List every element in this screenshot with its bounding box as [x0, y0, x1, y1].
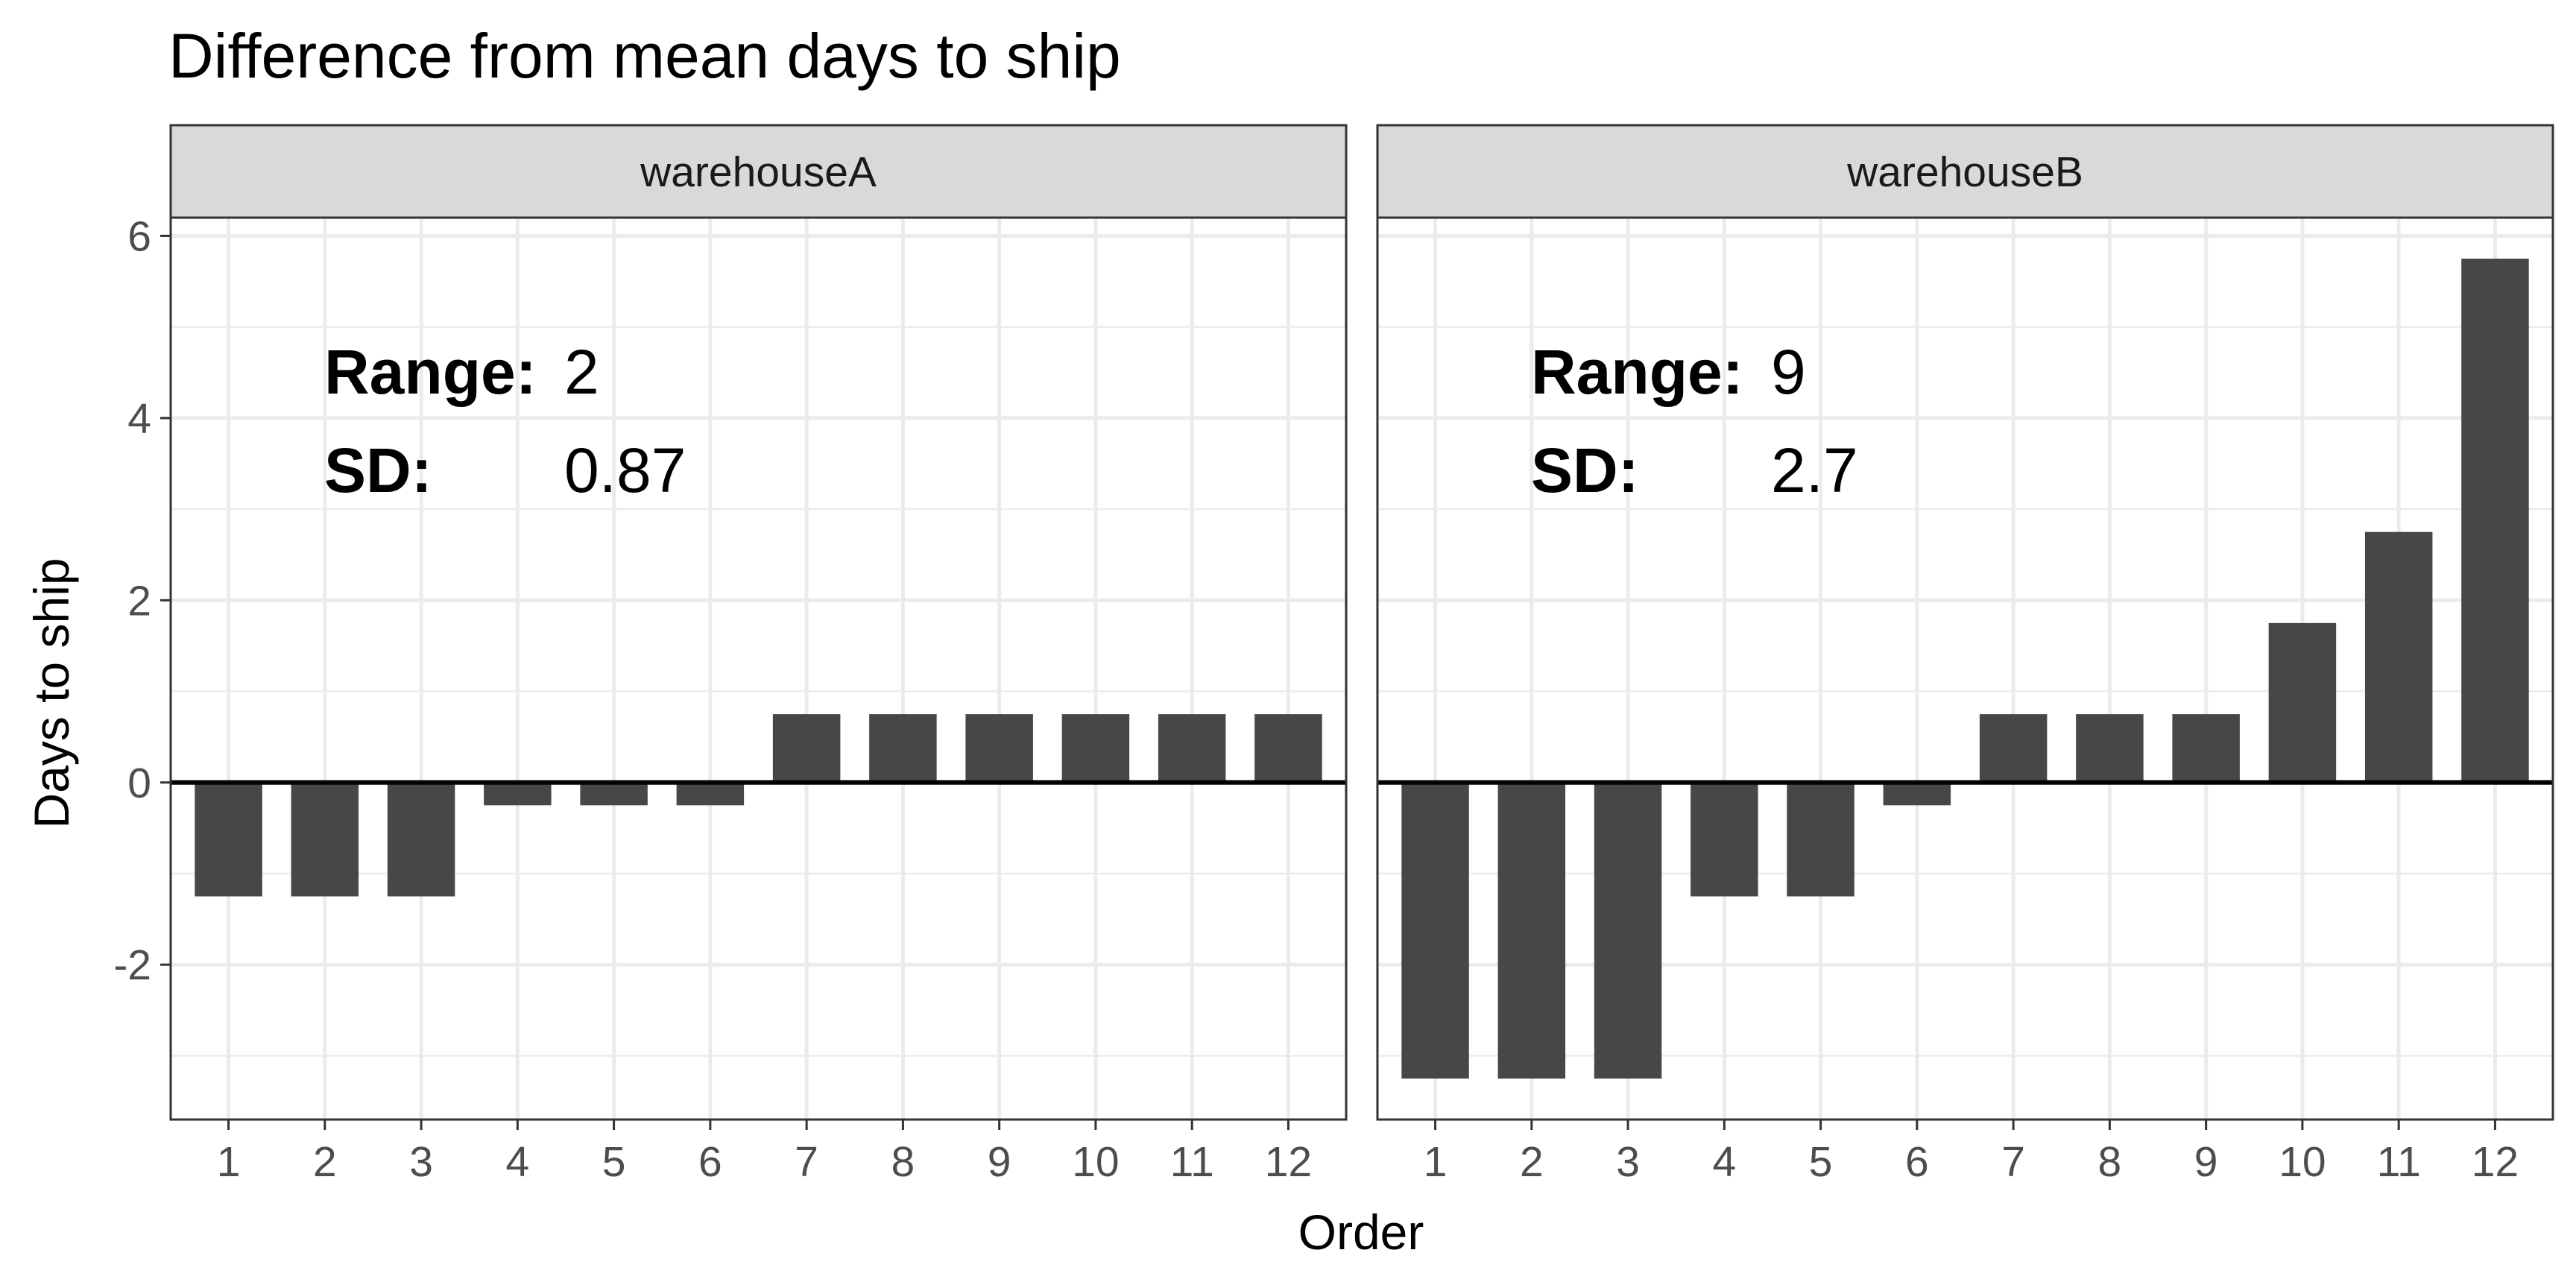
sd-value: 2.7: [1771, 435, 1858, 505]
sd-label: SD:: [1531, 435, 1639, 505]
x-tick-label: 10: [2279, 1138, 2326, 1186]
bar: [1401, 782, 1469, 1079]
strip-label: warehouseA: [640, 148, 877, 196]
bar: [1254, 714, 1322, 783]
bar: [772, 714, 841, 783]
y-axis: -2 0 2 4 6: [113, 212, 171, 989]
bar: [1594, 782, 1662, 1079]
x-tick-label: 12: [1265, 1138, 1312, 1186]
range-value: 2: [564, 337, 599, 407]
bar: [1787, 782, 1854, 897]
bar: [1690, 782, 1758, 897]
x-tick-label: 12: [2472, 1138, 2519, 1186]
y-tick-label: -2: [113, 941, 151, 989]
x-tick-label: 9: [988, 1138, 1011, 1186]
x-tick-label: 11: [2377, 1138, 2421, 1186]
bar: [484, 782, 552, 806]
y-tick-label: 0: [127, 760, 151, 807]
y-tick-label: 4: [127, 395, 151, 443]
bar: [1883, 782, 1951, 806]
strip-label: warehouseB: [1846, 148, 2083, 196]
x-tick-label: 9: [2194, 1138, 2218, 1186]
x-tick-label: 8: [891, 1138, 915, 1186]
x-tick-label: 1: [1424, 1138, 1448, 1186]
y-tick-label: 2: [127, 577, 151, 625]
bar: [291, 782, 359, 897]
x-tick-label: 6: [698, 1138, 722, 1186]
range-label: Range:: [1531, 337, 1743, 407]
x-tick-label: 5: [602, 1138, 626, 1186]
x-tick-label: 7: [795, 1138, 818, 1186]
bar: [2268, 622, 2337, 783]
bar: [676, 782, 745, 806]
bar: [2172, 714, 2240, 783]
bar: [580, 782, 648, 806]
x-tick-label: 2: [313, 1138, 337, 1186]
x-tick-label: 8: [2098, 1138, 2122, 1186]
x-tick-label: 7: [2001, 1138, 2025, 1186]
x-tick-label: 3: [1616, 1138, 1640, 1186]
bar: [2076, 714, 2144, 783]
range-value: 9: [1771, 337, 1806, 407]
x-tick-label: 4: [1712, 1138, 1736, 1186]
bar: [869, 714, 937, 783]
x-tick-label: 10: [1072, 1138, 1119, 1186]
x-tick-label: 6: [1905, 1138, 1929, 1186]
range-label: Range:: [324, 337, 537, 407]
plot-background: [171, 218, 1346, 1120]
x-tick-label: 1: [217, 1138, 241, 1186]
bar: [387, 782, 455, 897]
chart-title: Difference from mean days to ship: [168, 21, 1121, 91]
bar: [1497, 782, 1566, 1079]
bar: [1979, 714, 2048, 783]
plot-background: [1377, 218, 2553, 1120]
x-tick-label: 11: [1170, 1138, 1214, 1186]
sd-value: 0.87: [564, 435, 686, 505]
panel-border: [1376, 216, 2554, 1121]
x-tick-label: 2: [1520, 1138, 1544, 1186]
bar: [2364, 531, 2433, 783]
strip-background: [169, 124, 1348, 219]
x-axis-title: Order: [1298, 1205, 1424, 1260]
bar: [1061, 714, 1130, 783]
x-tick-label: 5: [1809, 1138, 1833, 1186]
y-tick-label: 6: [127, 212, 151, 260]
x-tick-label: 4: [505, 1138, 529, 1186]
panel-border: [169, 216, 1348, 1121]
bar: [2461, 259, 2529, 783]
bar: [1158, 714, 1226, 783]
sd-label: SD:: [324, 435, 432, 505]
strip-background: [1376, 124, 2554, 219]
bar: [195, 782, 262, 897]
y-axis-title: Days to ship: [24, 558, 79, 828]
bar: [965, 714, 1033, 783]
x-tick-label: 3: [409, 1138, 433, 1186]
